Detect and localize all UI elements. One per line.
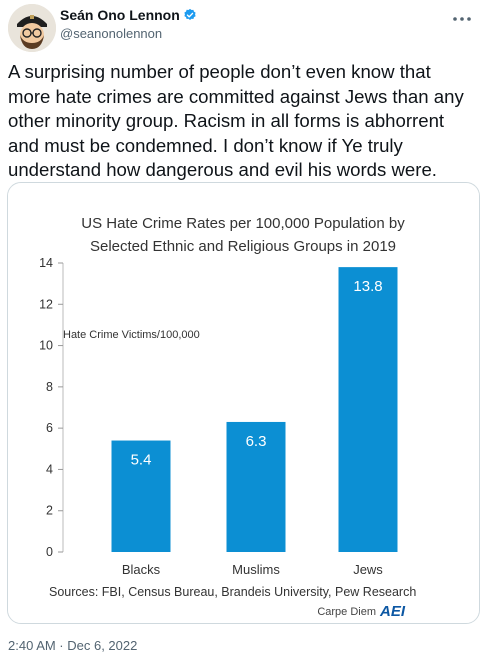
chart-title-line-1: US Hate Crime Rates per 100,000 Populati… <box>81 215 405 232</box>
bars: 5.4 Blacks 6.3 Muslims 13.8 Jews <box>111 267 398 577</box>
y-tick-label: 4 <box>46 462 53 476</box>
bar-muslims <box>226 421 286 552</box>
aei-logo: AEI <box>379 603 406 620</box>
x-category-label: Jews <box>353 562 383 577</box>
chart-title-line-2: Selected Ethnic and Religious Groups in … <box>90 238 396 255</box>
bar-value-label: 13.8 <box>353 278 382 295</box>
tweet-text: A surprising number of people don’t even… <box>8 61 464 180</box>
author-handle[interactable]: @seanonolennon <box>60 26 163 41</box>
verified-badge-icon <box>184 8 196 20</box>
more-options-icon[interactable] <box>451 12 473 26</box>
y-tick-label: 14 <box>39 256 53 270</box>
display-name-row: Seán Ono Lennon <box>60 6 197 24</box>
chart-credit: Carpe Diem <box>317 606 376 618</box>
y-tick-label: 0 <box>46 545 53 559</box>
tweet-header: Seán Ono Lennon @seanonolennon <box>8 4 479 52</box>
y-tick-label: 8 <box>46 380 53 394</box>
y-tick-label: 6 <box>46 421 53 435</box>
author-names: Seán Ono Lennon @seanonolennon <box>60 6 197 41</box>
tweet-timestamp[interactable]: 2:40 AM · Dec 6, 2022 <box>8 638 138 653</box>
chart-sources: Sources: FBI, Census Bureau, Brandeis Un… <box>49 585 416 599</box>
bar-value-label: 6.3 <box>246 433 267 450</box>
bar-value-label: 5.4 <box>131 452 152 469</box>
avatar-image <box>8 4 56 52</box>
y-tick-label: 2 <box>46 504 53 518</box>
hate-crime-chart: US Hate Crime Rates per 100,000 Populati… <box>8 183 479 623</box>
y-axis-label: Hate Crime Victims/100,000 <box>63 329 200 341</box>
y-axis: 0 2 4 6 8 10 12 14 <box>39 256 64 559</box>
bar-blacks <box>111 440 171 552</box>
tweet-media[interactable]: US Hate Crime Rates per 100,000 Populati… <box>7 182 480 624</box>
y-tick-label: 10 <box>39 339 53 353</box>
avatar[interactable] <box>8 4 56 52</box>
y-tick-label: 12 <box>39 297 53 311</box>
display-name[interactable]: Seán Ono Lennon <box>60 7 180 23</box>
aei-logo-text: AEI <box>379 603 406 620</box>
bar-jews <box>338 267 398 552</box>
x-category-label: Blacks <box>122 562 161 577</box>
x-category-label: Muslims <box>232 562 280 577</box>
